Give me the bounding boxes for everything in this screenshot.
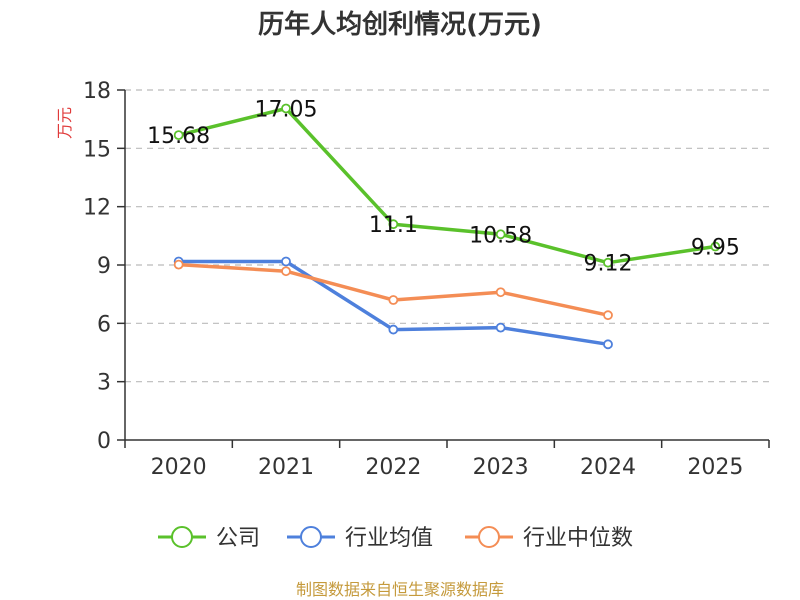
y-tick-label-12: 12: [83, 196, 111, 221]
legend-label-1: 行业均值: [345, 526, 433, 551]
gridlines: [125, 89, 769, 383]
point-s2-2021: [281, 266, 291, 277]
y-tick-label-0: 0: [97, 429, 111, 454]
point-s2-2024: [603, 310, 613, 321]
point-s2-2023: [495, 287, 506, 298]
data-label-2023: 10.58: [469, 223, 532, 248]
x-tick-label-2024: 2024: [580, 455, 636, 480]
point-s0-2025: [710, 241, 721, 252]
point-s2-2022: [388, 295, 399, 305]
point-s1-2021: [281, 256, 291, 267]
axes: 0 3 6 9 12 15 18 2020 2021 2022 2023 2024 2025: [83, 79, 770, 480]
x-tick-label-2025: 2025: [687, 455, 743, 480]
point-s1-2024: [603, 339, 613, 350]
data-label-2022: 11.1: [369, 213, 418, 238]
legend-marker-0: [171, 526, 193, 548]
data-labels: 15.68 17.05 11.1 10.58 9.12 9.95: [147, 97, 740, 276]
legend: 公司 行业均值 行业中位数: [158, 526, 633, 551]
data-label-2020: 15.68: [147, 124, 210, 149]
series-layer: [173, 103, 721, 350]
point-s0-2021: [281, 103, 291, 114]
data-label-2025: 9.95: [691, 236, 740, 261]
data-label-2024: 9.12: [584, 252, 633, 277]
chart-title: 历年人均创利情况(万元): [258, 9, 542, 40]
x-tick-label-2022: 2022: [365, 455, 421, 480]
y-tick-label-15: 15: [83, 137, 111, 162]
point-s0-2020: [173, 130, 184, 141]
point-s0-2024: [603, 257, 613, 268]
legend-label-2: 行业中位数: [523, 526, 633, 551]
series-line-2: [178, 262, 609, 317]
y-tick-label-6: 6: [97, 312, 111, 337]
y-tick-label-18: 18: [83, 79, 111, 104]
series-line-0: [178, 106, 716, 265]
legend-marker-1: [300, 526, 322, 548]
legend-marker-2: [478, 526, 500, 548]
x-tick-label-2020: 2020: [151, 455, 207, 480]
legend-label-0: 公司: [216, 526, 260, 551]
source-footer: 制图数据来自恒生聚源数据库: [296, 580, 504, 599]
y-tick-label-9: 9: [97, 254, 111, 279]
point-s2-2020: [173, 259, 184, 270]
point-s1-2022: [388, 324, 399, 335]
x-tick-label-2021: 2021: [258, 455, 314, 480]
point-s0-2023: [495, 229, 506, 240]
y-tick-label-3: 3: [97, 371, 111, 396]
data-label-2021: 17.05: [255, 97, 318, 122]
point-s0-2022: [388, 219, 399, 230]
x-tick-label-2023: 2023: [473, 455, 529, 480]
point-s1-2023: [495, 322, 506, 333]
y-axis-label: 万元: [55, 107, 74, 139]
